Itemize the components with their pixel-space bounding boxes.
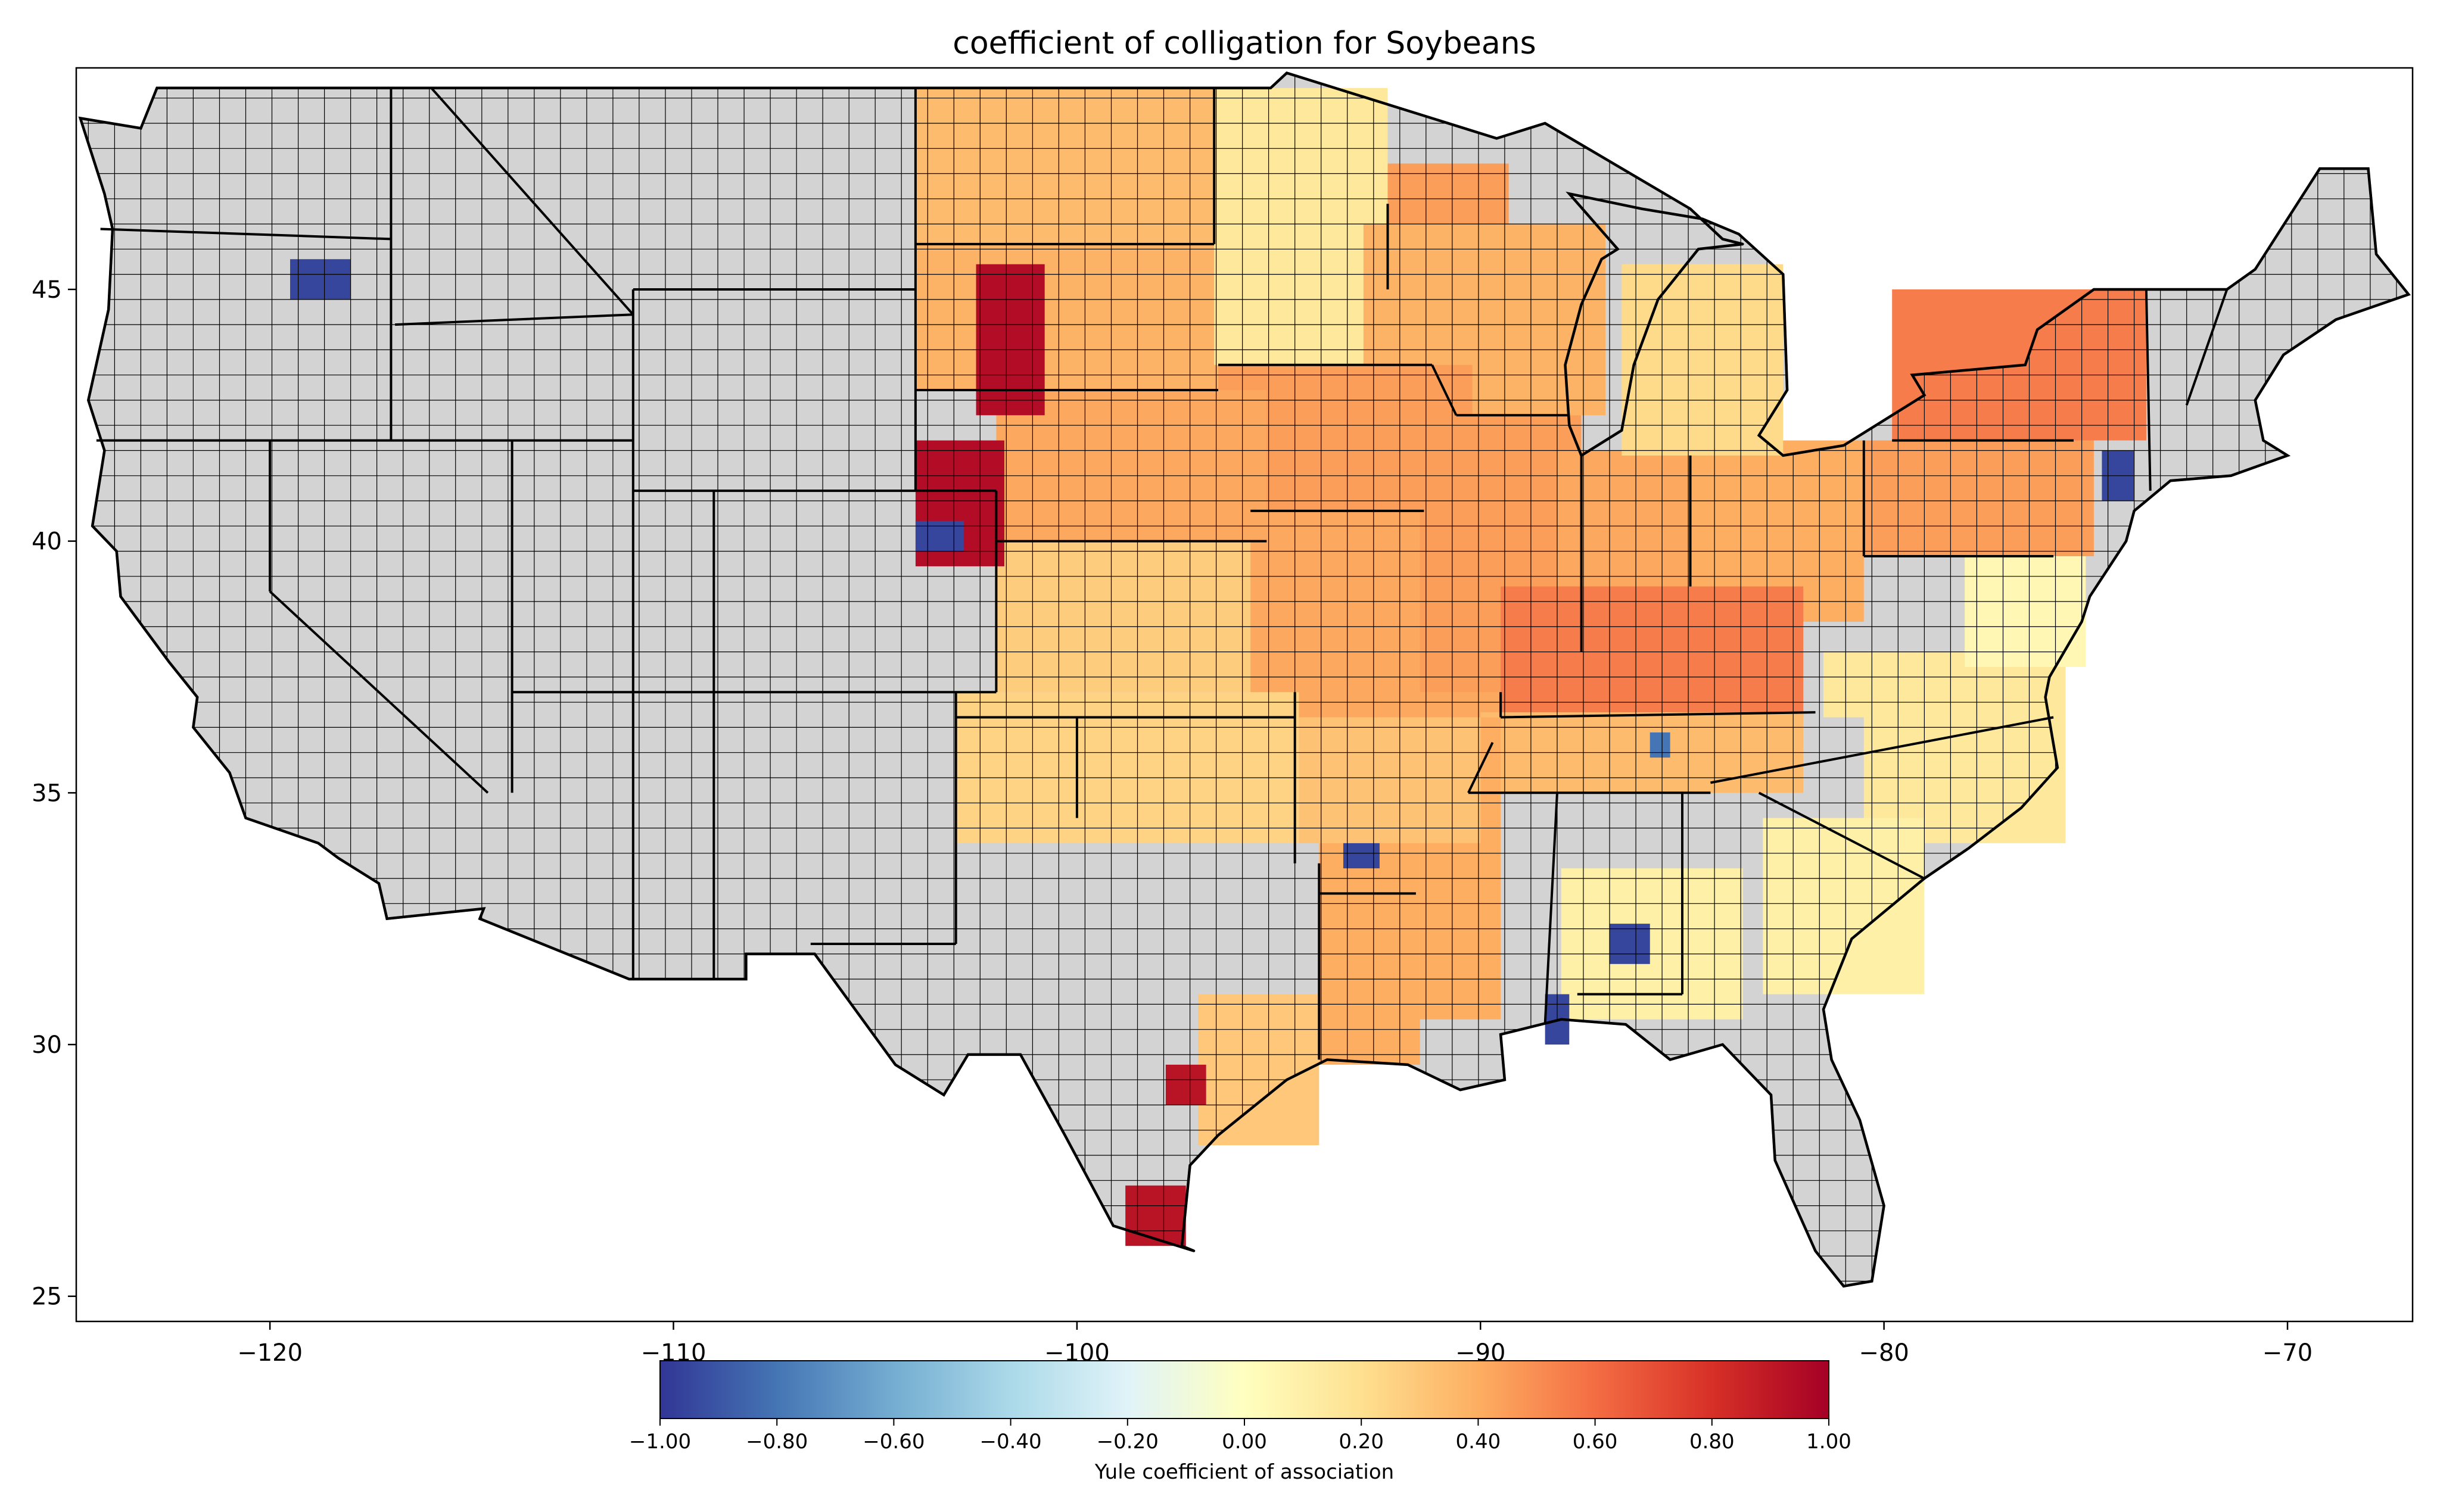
colorbar: −1.00 −0.80 −0.60 −0.40 −0.20 0.00 0.20 0.40 0.6… [629,1360,1851,1484]
county-region [1561,868,1743,1020]
y-tick-label: 45 [32,276,62,304]
state-border-lines [96,87,2229,1060]
colorbar-label: Yule coefficient of association [1094,1460,1394,1484]
county-region [915,244,1218,391]
county-region [996,541,1295,693]
county-region [1610,924,1650,964]
colorbar-tick-label: 0.20 [1339,1430,1384,1454]
colorbar-tick-label: −0.20 [1097,1430,1159,1454]
colorbar-tick-label: −0.40 [979,1430,1041,1454]
x-tick-label: −80 [1859,1339,1909,1367]
colorbar-tick-label: 0.80 [1689,1430,1735,1454]
county-region [1198,994,1319,1146]
county-region [915,88,1215,244]
state-borders [78,71,2411,1288]
colorbar-tick-label: 0.60 [1573,1430,1618,1454]
county-region [1299,717,1481,843]
county-region [915,520,964,551]
axes-frame [75,67,2414,1323]
y-tick-label: 30 [32,1031,62,1059]
colorbar-gradient [659,1360,1829,1419]
x-tick-label: −120 [237,1339,303,1367]
x-axis-ticks: −120 −110 −100 −90 −80 −70 [237,1321,2313,1367]
county-region [1343,843,1380,869]
y-tick-label: 25 [32,1283,62,1311]
colorbar-tick-label: −1.00 [629,1430,691,1454]
colorbar-tick-label: 0.00 [1222,1430,1267,1454]
colorbar-ticks: −1.00 −0.80 −0.60 −0.40 −0.20 0.00 0.20 0.40 0.6… [629,1419,1851,1454]
colorbar-tick-label: −0.60 [863,1430,925,1454]
county-region [1763,818,1925,995]
county-region [290,259,351,300]
y-tick-label: 40 [32,528,62,556]
county-region [1125,1185,1186,1246]
county-region [1165,1064,1206,1105]
chart-title: coefficient of colligation for Soybeans [953,26,1536,61]
county-region [1965,556,2086,668]
county-region [1622,264,1784,456]
x-tick-label: −70 [2262,1339,2313,1367]
colorbar-tick-label: 0.40 [1456,1430,1501,1454]
county-region [976,264,1045,416]
us-border [78,71,2411,1288]
colorbar-tick-label: 1.00 [1806,1430,1851,1454]
y-axis-ticks: 25 30 35 40 45 [32,276,76,1311]
county-region [1214,88,1388,365]
y-tick-label: 35 [32,780,62,807]
county-region [956,692,1299,843]
colorbar-tick-label: −0.80 [746,1430,808,1454]
county-region [1650,732,1670,758]
